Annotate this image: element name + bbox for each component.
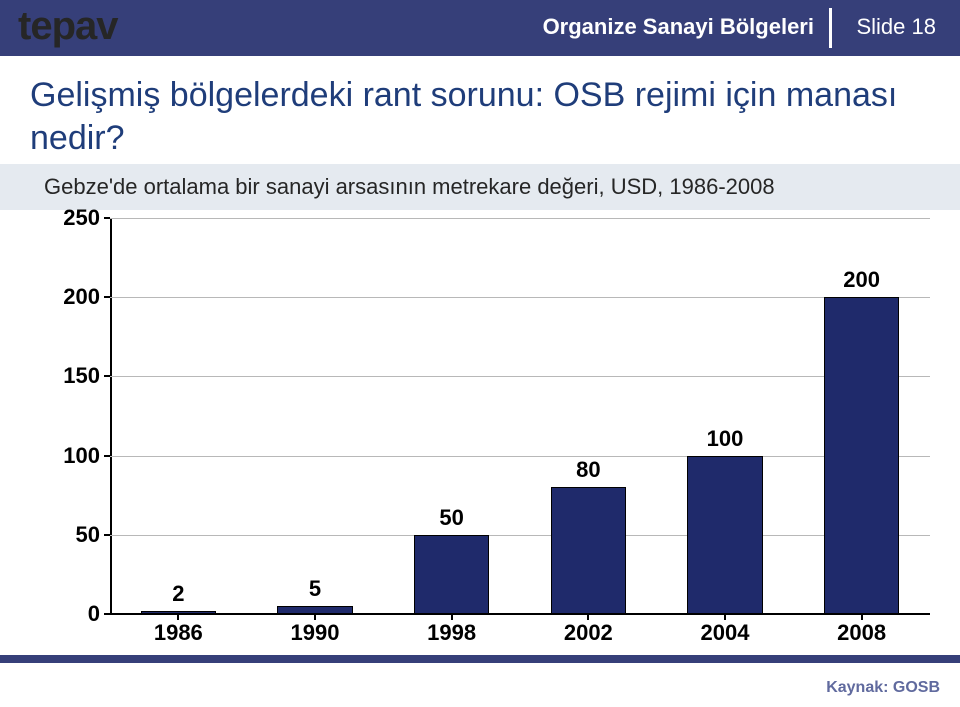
bar xyxy=(277,606,352,614)
x-tick xyxy=(587,614,589,620)
grid-line xyxy=(110,376,930,377)
bar xyxy=(414,535,489,614)
bar-value-label: 100 xyxy=(657,426,793,452)
header-bar xyxy=(0,0,960,56)
bar-value-label: 2 xyxy=(110,581,246,607)
x-axis-label: 2004 xyxy=(657,620,793,646)
x-tick xyxy=(177,614,179,620)
y-tick xyxy=(104,613,110,615)
x-axis-label: 2008 xyxy=(794,620,930,646)
x-axis-label: 1986 xyxy=(110,620,246,646)
slide: tepav Organize Sanayi Bölgeleri Slide 18… xyxy=(0,0,960,707)
grid-line xyxy=(110,535,930,536)
y-tick xyxy=(104,534,110,536)
y-tick xyxy=(104,296,110,298)
logo: tepav xyxy=(18,4,118,49)
y-tick xyxy=(104,217,110,219)
subtitle-band: Gebze'de ortalama bir sanayi arsasının m… xyxy=(0,164,960,210)
x-axis-label: 2002 xyxy=(520,620,656,646)
y-axis-label: 100 xyxy=(30,443,100,469)
bar xyxy=(551,487,626,614)
bar-value-label: 5 xyxy=(247,576,383,602)
x-tick xyxy=(861,614,863,620)
x-tick xyxy=(724,614,726,620)
header-title: Organize Sanayi Bölgeleri xyxy=(543,14,814,40)
bar-value-label: 200 xyxy=(794,267,930,293)
x-tick xyxy=(314,614,316,620)
bar-value-label: 50 xyxy=(384,505,520,531)
y-tick xyxy=(104,455,110,457)
bar xyxy=(824,297,899,614)
page-title: Gelişmiş bölgelerdeki rant sorunu: OSB r… xyxy=(30,74,960,159)
footer-source: Kaynak: GOSB xyxy=(826,679,940,697)
y-axis-label: 150 xyxy=(30,363,100,389)
bar-value-label: 80 xyxy=(520,457,656,483)
y-axis-label: 200 xyxy=(30,284,100,310)
x-tick xyxy=(451,614,453,620)
x-axis-label: 1990 xyxy=(247,620,383,646)
bar-chart: 050100150200250 198619901998200220042008… xyxy=(30,218,930,648)
chart-subtitle: Gebze'de ortalama bir sanayi arsasının m… xyxy=(0,174,775,200)
grid-line xyxy=(110,297,930,298)
header-divider xyxy=(829,8,832,48)
bar xyxy=(687,456,762,614)
y-axis-label: 250 xyxy=(30,205,100,231)
footer-rule xyxy=(0,655,960,663)
grid-line xyxy=(110,218,930,219)
slide-number: Slide 18 xyxy=(856,14,936,40)
y-tick xyxy=(104,375,110,377)
y-axis-label: 0 xyxy=(30,601,100,627)
x-axis-label: 1998 xyxy=(384,620,520,646)
y-axis-label: 50 xyxy=(30,522,100,548)
